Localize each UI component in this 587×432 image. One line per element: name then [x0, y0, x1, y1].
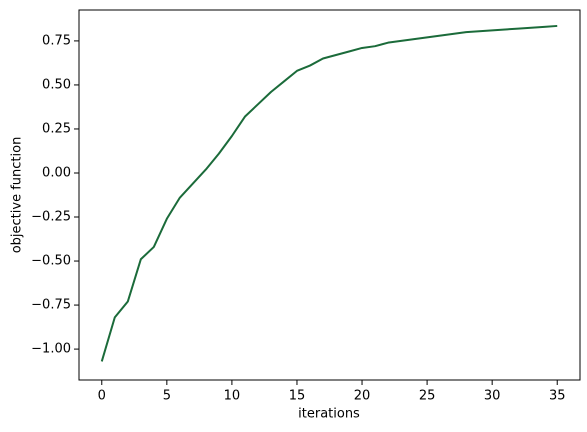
- y-tick-label: 0.50: [42, 77, 71, 92]
- y-tick-label: 0.25: [42, 121, 71, 136]
- x-tick-label: 20: [354, 389, 371, 404]
- line: [100, 24, 558, 362]
- x-tick-label: 0: [98, 389, 106, 404]
- plot-frame: [78, 9, 581, 381]
- y-tick-label: −0.25: [31, 210, 71, 225]
- x-tick-label: 15: [289, 389, 306, 404]
- y-tick-label: −0.75: [31, 298, 71, 313]
- x-tick-label: 10: [224, 389, 241, 404]
- y-tick-label: 0.75: [42, 33, 71, 48]
- x-tick-label: 35: [549, 389, 566, 404]
- y-tick-label: 0.00: [42, 165, 71, 180]
- y-tick-label: −1.00: [31, 342, 71, 357]
- x-tick-label: 5: [163, 389, 171, 404]
- x-axis-label: iterations: [298, 407, 360, 422]
- x-tick-label: 30: [484, 389, 501, 404]
- x-tick-label: 25: [419, 389, 436, 404]
- y-tick-label: −0.50: [31, 254, 71, 269]
- y-axis-label: objective function: [10, 137, 25, 254]
